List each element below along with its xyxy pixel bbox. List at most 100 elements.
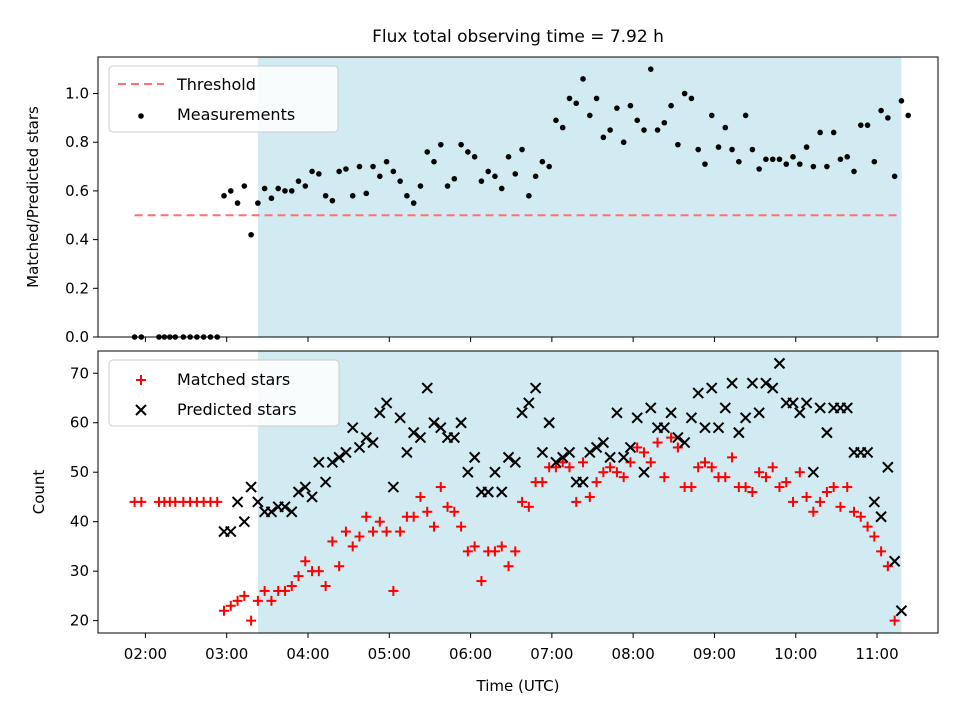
predicted-point-45 bbox=[523, 397, 535, 409]
bottom-y-tick-label-1: 30 bbox=[70, 562, 89, 580]
matched-point-109 bbox=[876, 546, 887, 557]
matched-stars-points bbox=[129, 432, 900, 626]
predicted-point-9-b bbox=[279, 501, 291, 513]
matched-point-97 bbox=[794, 467, 805, 478]
x-tick-label-8: 10:00 bbox=[774, 645, 817, 663]
predicted-point-70 bbox=[692, 387, 704, 399]
predicted-point-29 bbox=[414, 431, 427, 444]
measurement-point-93 bbox=[769, 156, 776, 163]
matched-point-26 bbox=[313, 566, 324, 577]
predicted-point-86-b bbox=[800, 397, 813, 409]
measurement-point-69 bbox=[607, 127, 613, 133]
predicted-point-12 bbox=[299, 481, 311, 493]
measurement-point-91 bbox=[756, 166, 762, 172]
predicted-point-24 bbox=[380, 397, 393, 409]
measurement-point-64 bbox=[573, 100, 580, 107]
predicted-point-85-b bbox=[794, 407, 806, 419]
top-y-tick-label-2: 0.4 bbox=[65, 231, 89, 249]
predicted-point-66 bbox=[665, 407, 677, 419]
measurement-point-58 bbox=[532, 173, 539, 180]
measurement-point-94 bbox=[776, 156, 783, 163]
matched-point-17 bbox=[252, 595, 263, 606]
matched-point-84 bbox=[706, 462, 717, 473]
predicted-point-36-b bbox=[462, 466, 474, 478]
measurement-point-51 bbox=[485, 168, 491, 175]
matched-point-108 bbox=[869, 531, 880, 542]
measurement-point-65 bbox=[580, 76, 586, 82]
measurement-point-62 bbox=[559, 124, 566, 131]
predicted-point-43 bbox=[509, 456, 521, 469]
matched-point-21 bbox=[279, 585, 290, 596]
predicted-point-67 bbox=[672, 431, 684, 444]
predicted-point-73-b bbox=[712, 421, 725, 434]
predicted-point-45-b bbox=[523, 397, 535, 409]
predicted-point-72 bbox=[706, 382, 718, 394]
top-y-axis-label: Matched/Predicted stars bbox=[24, 106, 42, 288]
matched-point-27 bbox=[320, 581, 331, 591]
measurement-point-106 bbox=[857, 122, 864, 128]
measurement-point-44 bbox=[437, 141, 444, 148]
predicted-point-75-b bbox=[726, 377, 738, 389]
predicted-point-78-b bbox=[746, 377, 759, 389]
measurement-point-111 bbox=[891, 173, 898, 180]
predicted-point-50 bbox=[557, 451, 569, 464]
legend-measurements-label: Measurements bbox=[177, 105, 295, 124]
predicted-point-3-b bbox=[238, 515, 251, 528]
matched-point-105 bbox=[849, 506, 859, 517]
matched-point-49 bbox=[469, 541, 480, 552]
predicted-point-27-b bbox=[401, 446, 413, 459]
predicted-point-34-b bbox=[448, 431, 461, 444]
measurement-point-97 bbox=[797, 161, 803, 167]
predicted-point-11-b bbox=[292, 486, 305, 498]
predicted-point-78 bbox=[746, 377, 759, 389]
predicted-point-77 bbox=[739, 412, 752, 424]
measurement-point-41 bbox=[417, 183, 424, 189]
predicted-point-41-b bbox=[496, 486, 508, 498]
predicted-point-51-b bbox=[563, 446, 576, 459]
legend-threshold-label: Threshold bbox=[176, 75, 256, 94]
measurement-point-86 bbox=[722, 124, 729, 131]
predicted-point-49-b bbox=[550, 456, 562, 469]
measurement-point-21 bbox=[282, 188, 288, 194]
predicted-point-54 bbox=[584, 446, 596, 459]
predicted-point-21 bbox=[360, 431, 372, 444]
predicted-point-3 bbox=[238, 515, 251, 528]
matched-point-101 bbox=[821, 487, 832, 497]
matched-point-33 bbox=[361, 511, 372, 522]
measurement-point-71 bbox=[620, 139, 627, 146]
predicted-point-79-b bbox=[753, 407, 765, 419]
top-y-tick-label-4: 0.8 bbox=[65, 133, 89, 151]
predicted-point-74-b bbox=[719, 402, 731, 414]
measurement-point-38 bbox=[397, 178, 403, 184]
predicted-point-24-b bbox=[380, 397, 393, 409]
predicted-point-46 bbox=[529, 382, 542, 394]
matched-point-104 bbox=[842, 482, 853, 493]
matched-point-11 bbox=[212, 496, 223, 507]
matched-point-32 bbox=[354, 531, 365, 542]
legend-matched-marker bbox=[136, 375, 146, 385]
top-x-ticks bbox=[144, 337, 878, 342]
measurement-point-43 bbox=[431, 158, 437, 165]
measurement-point-14 bbox=[234, 200, 241, 206]
x-tick-label-9: 11:00 bbox=[855, 645, 898, 663]
predicted-point-82-b bbox=[773, 357, 786, 370]
predicted-point-16 bbox=[326, 456, 339, 469]
predicted-point-82 bbox=[773, 357, 786, 370]
measurement-point-32 bbox=[356, 163, 363, 170]
measurement-point-27 bbox=[322, 192, 329, 199]
measurement-point-73 bbox=[634, 117, 641, 124]
predicted-point-35-b bbox=[455, 417, 467, 429]
predicted-point-81 bbox=[767, 382, 779, 394]
measurement-point-39 bbox=[404, 192, 410, 199]
matched-point-38 bbox=[395, 526, 406, 537]
predicted-point-43-b bbox=[509, 456, 521, 469]
predicted-point-48 bbox=[543, 417, 555, 429]
measurement-point-12 bbox=[221, 192, 227, 199]
measurement-point-63 bbox=[566, 95, 573, 102]
predicted-point-26 bbox=[394, 412, 406, 424]
predicted-point-89 bbox=[821, 426, 833, 439]
bottom-plot-frame bbox=[97, 350, 939, 634]
predicted-point-77-b bbox=[739, 412, 752, 424]
predicted-point-88 bbox=[814, 402, 826, 414]
matched-point-98 bbox=[801, 491, 812, 502]
